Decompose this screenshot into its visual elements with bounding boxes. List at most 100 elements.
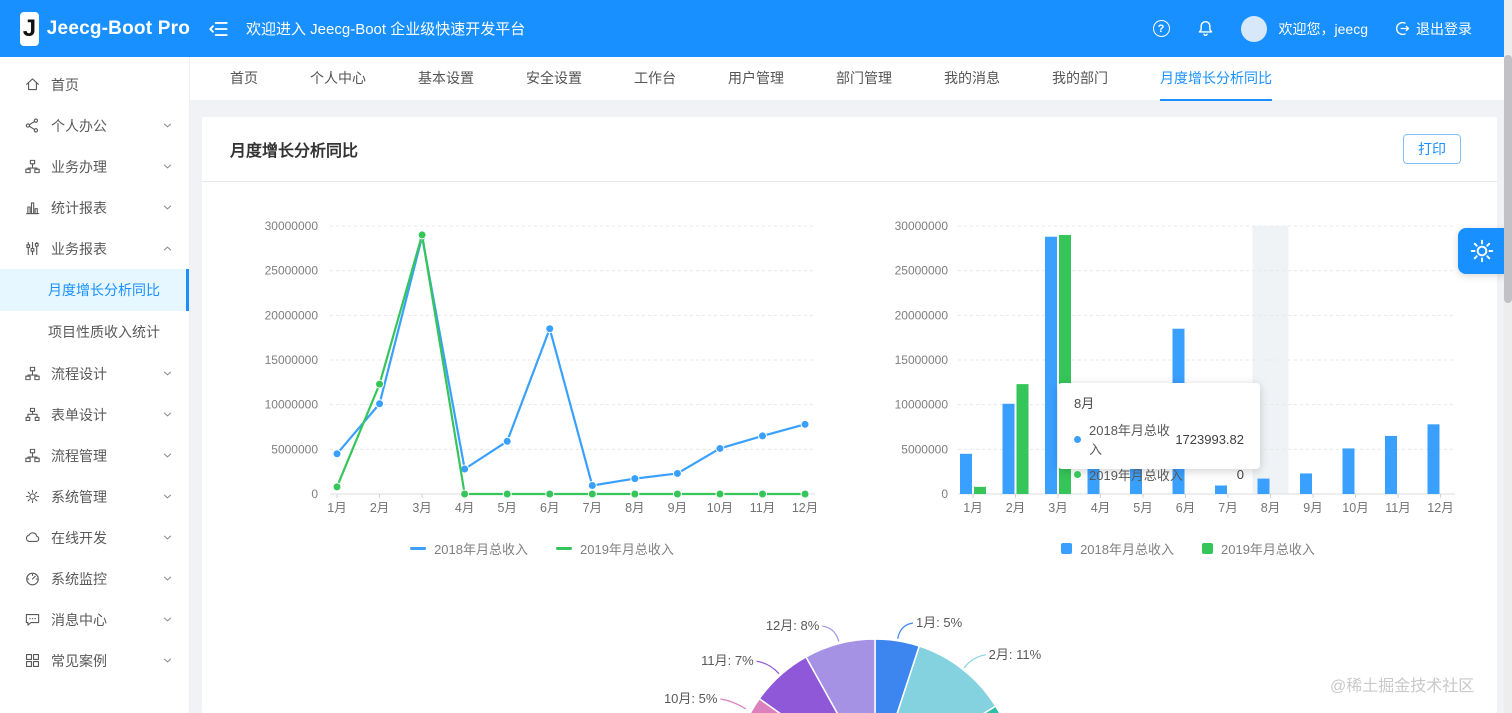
tab-部门管理[interactable]: 部门管理 (836, 70, 892, 86)
sidebar-item[interactable]: 业务报表 (0, 228, 189, 269)
chevron-down-icon (162, 655, 173, 666)
tab-首页[interactable]: 首页 (230, 70, 258, 86)
legend-marker (556, 546, 572, 550)
sidebar-item[interactable]: 流程设计 (0, 353, 189, 394)
scrollbar-track[interactable] (1504, 0, 1512, 713)
chevron-down-icon (162, 450, 173, 461)
sidebar-item[interactable]: 消息中心 (0, 599, 189, 640)
svg-text:6月: 6月 (1176, 501, 1195, 515)
sidebar-item[interactable]: 在线开发 (0, 517, 189, 558)
chevron-up-icon (162, 243, 173, 254)
gear-icon (24, 488, 41, 505)
sidebar-item[interactable]: 系统管理 (0, 476, 189, 517)
svg-text:8月: 8月 (1261, 501, 1280, 515)
sidebar-item[interactable]: 首页 (0, 64, 189, 105)
svg-text:25000000: 25000000 (265, 264, 319, 278)
legend-item[interactable]: 2018年月总收入 (410, 539, 528, 558)
legend-item[interactable]: 2018年月总收入 (1061, 539, 1174, 558)
svg-text:10000000: 10000000 (265, 398, 319, 412)
sidebar-item-label: 常见案例 (51, 652, 107, 669)
svg-text:5月: 5月 (1133, 501, 1152, 515)
svg-text:11月: 7%: 11月: 7% (701, 653, 754, 668)
sidebar-subitem[interactable]: 项目性质收入统计 (48, 324, 160, 340)
legend-marker (1061, 542, 1073, 554)
cluster-icon (24, 158, 41, 175)
legend-label: 2019年月总收入 (580, 541, 674, 557)
message-icon (24, 611, 41, 628)
series-dot (1074, 435, 1081, 443)
svg-text:8月: 8月 (625, 501, 644, 515)
help-icon[interactable]: ? (1152, 20, 1170, 37)
svg-text:11月: 11月 (1385, 501, 1410, 515)
svg-text:7月: 7月 (583, 501, 602, 515)
menu-fold-icon[interactable] (208, 18, 230, 40)
sidebar-item-label: 流程管理 (51, 447, 107, 464)
chevron-down-icon (162, 368, 173, 379)
logout-button[interactable]: 退出登录 (1394, 19, 1472, 39)
chevron-down-icon (162, 202, 173, 213)
tab-基本设置[interactable]: 基本设置 (418, 70, 474, 86)
svg-text:30000000: 30000000 (895, 219, 949, 233)
bell-icon[interactable] (1196, 19, 1215, 38)
legend-item[interactable]: 2019年月总收入 (556, 539, 674, 558)
user-greeting: 欢迎您，jeecg (1278, 20, 1368, 37)
sidebar-subitem[interactable]: 月度增长分析同比 (0, 269, 189, 311)
sidebar-item-label: 首页 (51, 76, 79, 93)
dashboard-icon (24, 570, 41, 587)
tab-我的消息[interactable]: 我的消息 (944, 70, 1000, 86)
sidebar-item[interactable]: 个人办公 (0, 105, 189, 146)
sidebar-item[interactable]: 常见案例 (0, 640, 189, 681)
svg-text:3月: 3月 (412, 501, 431, 515)
tab-安全设置[interactable]: 安全设置 (526, 70, 582, 86)
svg-text:0: 0 (311, 487, 318, 501)
scrollbar-thumb[interactable] (1504, 55, 1512, 303)
tab-用户管理[interactable]: 用户管理 (728, 70, 784, 86)
sidebar-item[interactable]: 业务办理 (0, 146, 189, 187)
app-header: J Jeecg-Boot Pro 欢迎进入 Jeecg-Boot 企业级快速开发… (0, 0, 1512, 57)
settings-fab[interactable] (1458, 228, 1505, 274)
tooltip-row: 2019年月总收入 0 (1074, 465, 1244, 484)
svg-text:7月: 7月 (1218, 501, 1237, 515)
sliders-icon (24, 240, 41, 257)
sidebar-item[interactable]: 统计报表 (0, 187, 189, 228)
logo[interactable]: J Jeecg-Boot Pro (0, 11, 190, 46)
svg-text:9月: 9月 (668, 501, 687, 515)
app-title: Jeecg-Boot Pro (46, 17, 190, 39)
chevron-down-icon (162, 409, 173, 420)
tab-月度增长分析同比[interactable]: 月度增长分析同比 (1160, 57, 1272, 101)
chevron-down-icon (162, 491, 173, 502)
sidebar-item-label: 流程设计 (51, 365, 107, 382)
page-title: 月度增长分析同比 (230, 143, 359, 160)
legend-item[interactable]: 2019年月总收入 (1202, 539, 1315, 558)
print-button[interactable]: 打印 (1403, 134, 1461, 164)
sidebar-item[interactable]: 系统监控 (0, 558, 189, 599)
sidebar-item[interactable]: 流程管理 (0, 435, 189, 476)
cluster-icon (24, 365, 41, 382)
chevron-down-icon (162, 532, 173, 543)
tab-我的部门[interactable]: 我的部门 (1052, 70, 1108, 86)
line-chart-legend: 2018年月总收入 2019年月总收入 (262, 537, 822, 559)
gear-icon (1470, 239, 1493, 263)
svg-text:25000000: 25000000 (895, 264, 949, 278)
tab-个人中心[interactable]: 个人中心 (310, 70, 366, 86)
svg-text:12月: 12月 (792, 501, 818, 515)
svg-text:4月: 4月 (1091, 501, 1110, 515)
svg-text:2月: 2月 (370, 501, 389, 515)
welcome-banner: 欢迎进入 Jeecg-Boot 企业级快速开发平台 (246, 21, 526, 38)
svg-text:20000000: 20000000 (265, 308, 319, 322)
charts-canvas: 0 5000000 10000000 15000000 20000000 25000000… (265, 219, 1455, 713)
svg-text:30000000: 30000000 (265, 219, 319, 233)
user-avatar[interactable] (1240, 15, 1267, 42)
watermark: @稀土掘金技术社区 (1330, 678, 1475, 695)
sidebar: 首页个人办公业务办理统计报表业务报表 月度增长分析同比项目性质收入统计 流程设计表单… (0, 57, 190, 713)
content-card: 月度增长分析同比 打印 0 5000000 10000000 15000000 2000… (202, 117, 1497, 713)
sidebar-item[interactable]: 表单设计 (0, 394, 189, 435)
chart-tooltip: 8月 2018年月总收入 1723993.82 2019年月总收入 0 (1058, 383, 1260, 483)
sidebar-item-label: 个人办公 (51, 117, 107, 134)
svg-text:3月: 3月 (1048, 501, 1067, 515)
svg-text:1月: 1月 (327, 501, 346, 515)
block-icon (24, 652, 41, 669)
legend-label: 2019年月总收入 (1221, 541, 1315, 557)
tab-工作台[interactable]: 工作台 (634, 70, 676, 86)
sidebar-item-label: 统计报表 (51, 199, 107, 216)
